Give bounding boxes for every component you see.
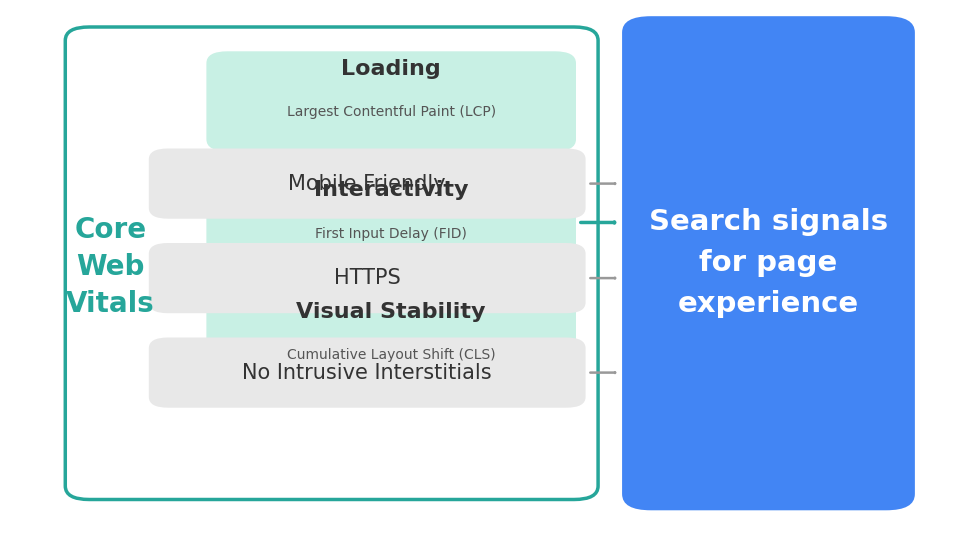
- Text: Visual Stability: Visual Stability: [297, 302, 486, 322]
- FancyBboxPatch shape: [206, 294, 576, 394]
- Text: First Input Delay (FID): First Input Delay (FID): [315, 227, 468, 240]
- FancyBboxPatch shape: [206, 51, 576, 151]
- Text: HTTPS: HTTPS: [334, 268, 400, 288]
- Text: Core
Web
Vitals: Core Web Vitals: [66, 217, 155, 318]
- FancyBboxPatch shape: [149, 338, 586, 408]
- FancyBboxPatch shape: [65, 27, 598, 500]
- FancyBboxPatch shape: [622, 16, 915, 510]
- Text: Loading: Loading: [342, 59, 441, 79]
- Text: Cumulative Layout Shift (CLS): Cumulative Layout Shift (CLS): [287, 348, 495, 362]
- Text: No Intrusive Interstitials: No Intrusive Interstitials: [242, 362, 492, 383]
- Text: Interactivity: Interactivity: [314, 180, 468, 200]
- FancyBboxPatch shape: [206, 173, 576, 273]
- Text: Mobile Friendly: Mobile Friendly: [288, 173, 446, 194]
- FancyBboxPatch shape: [149, 148, 586, 219]
- Text: Largest Contentful Paint (LCP): Largest Contentful Paint (LCP): [287, 105, 495, 119]
- Text: Search signals
for page
experience: Search signals for page experience: [649, 208, 888, 319]
- FancyBboxPatch shape: [149, 243, 586, 313]
